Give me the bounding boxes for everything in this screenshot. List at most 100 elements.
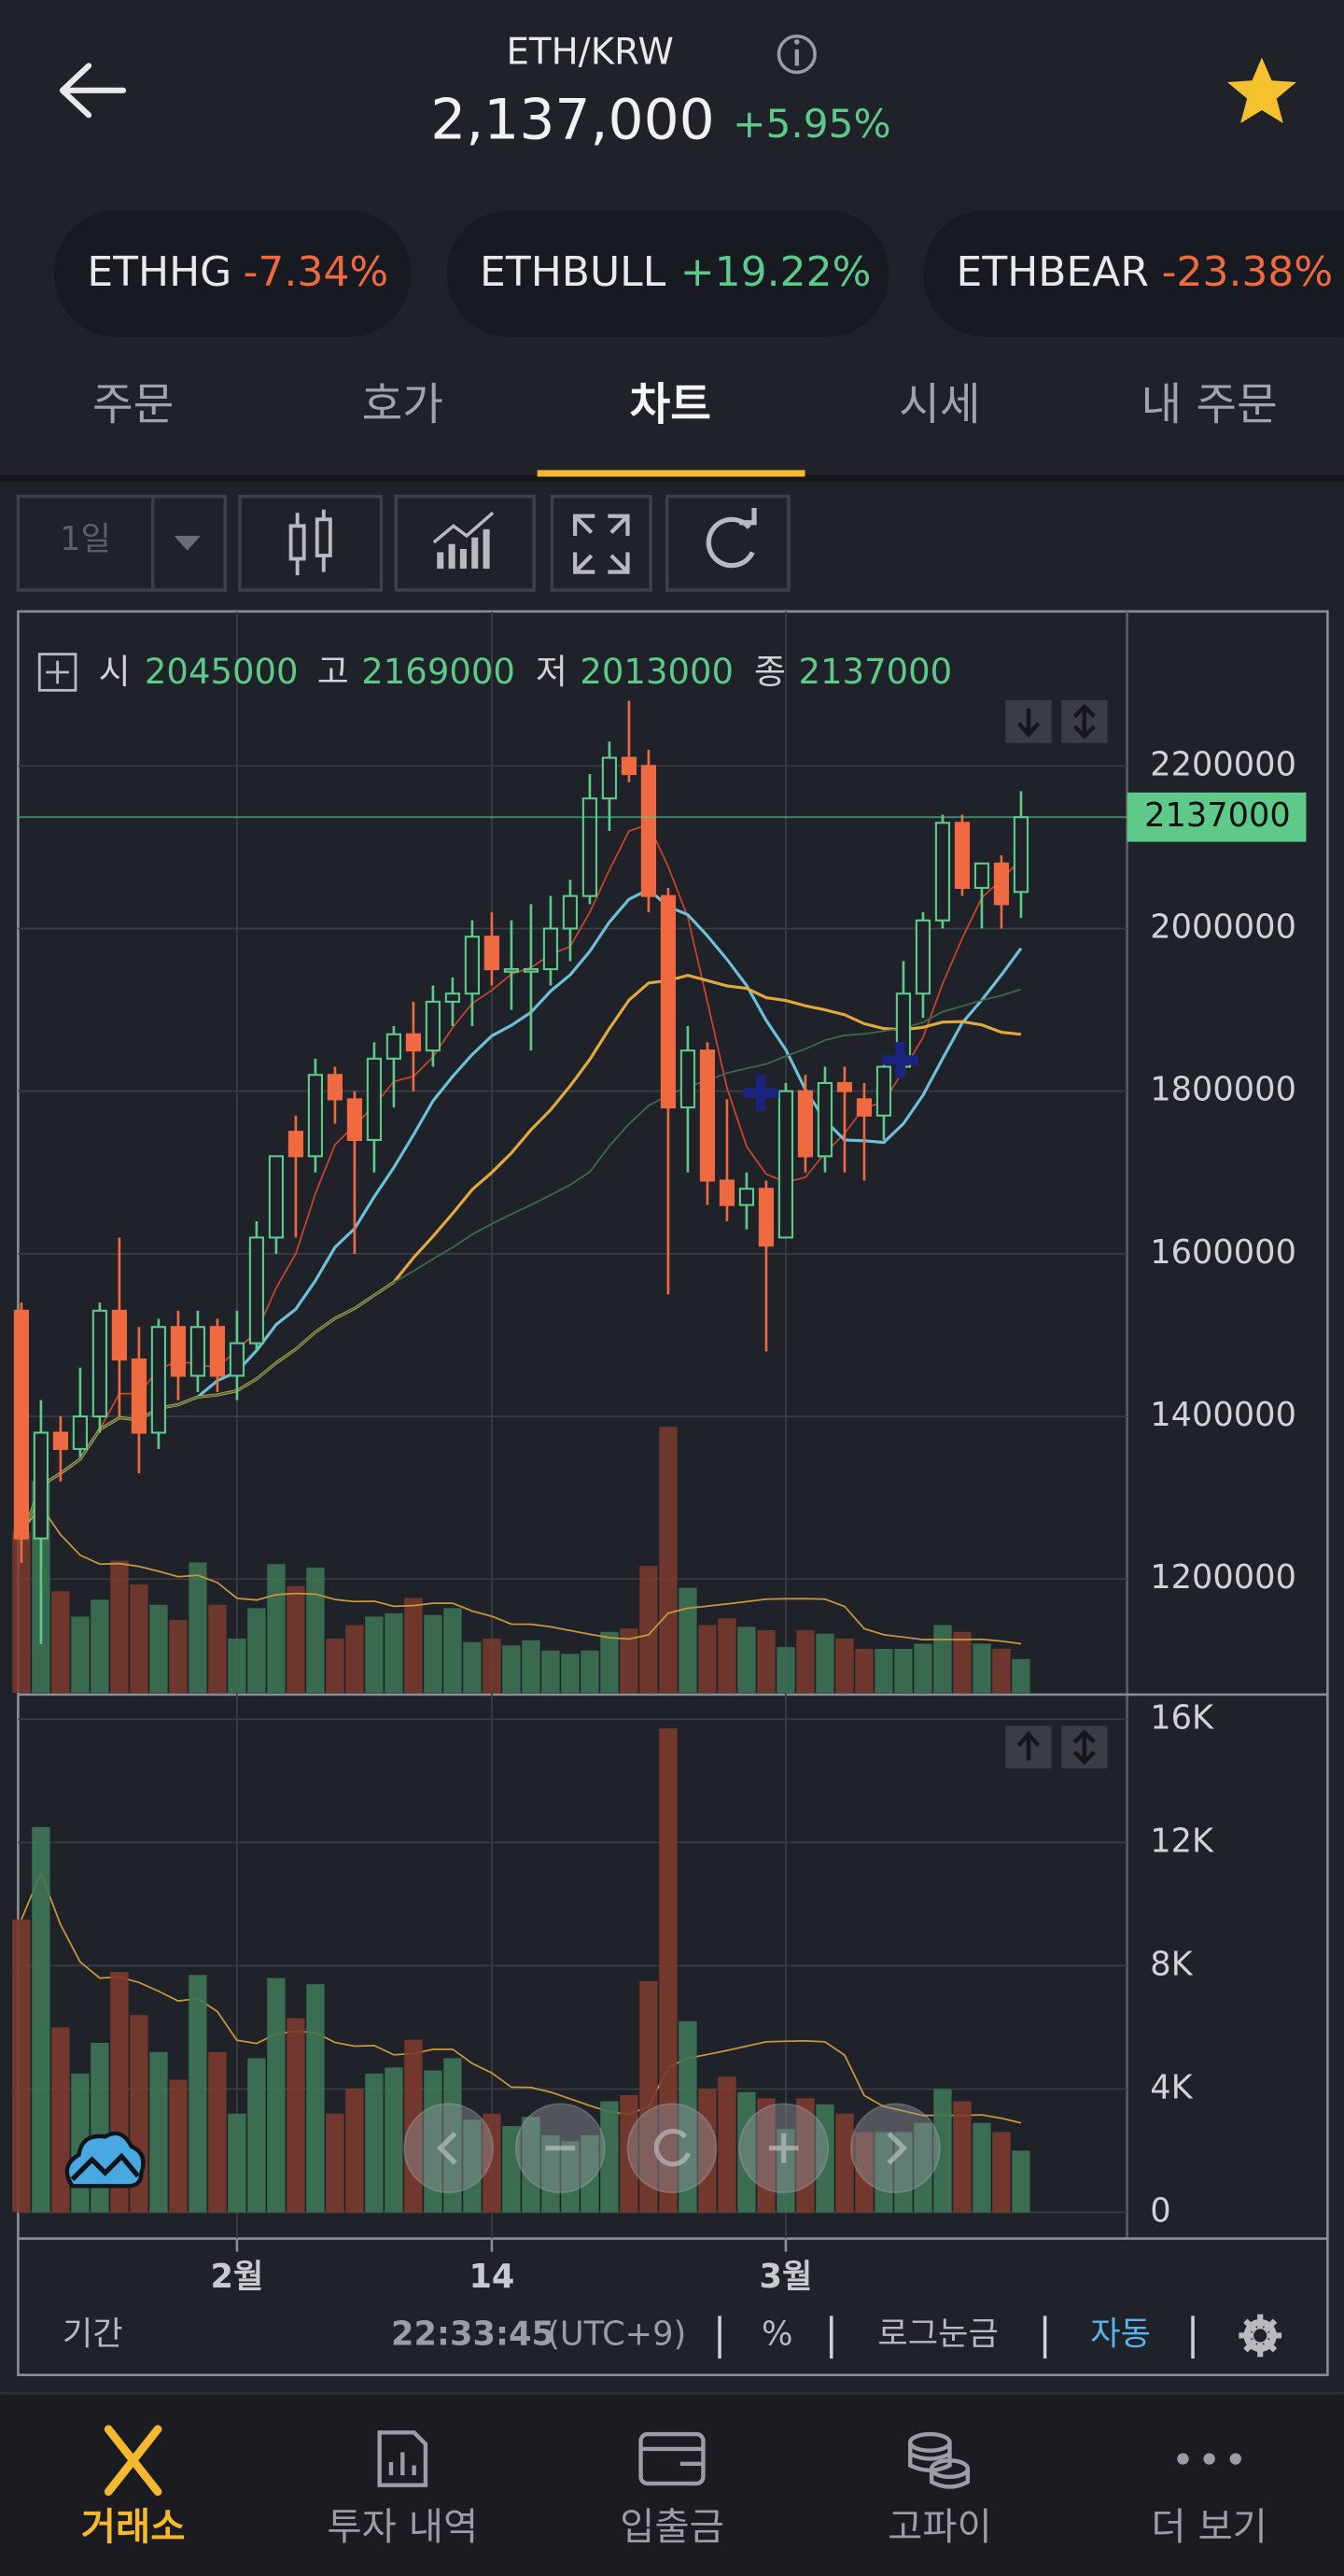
back-button[interactable] — [59, 63, 127, 119]
volume-overlay-bar — [502, 1645, 521, 1694]
volume-bar — [12, 1919, 31, 2213]
candle-body — [248, 1236, 265, 1344]
zoom-controls[interactable] — [403, 2103, 941, 2194]
tab-divider — [0, 474, 1344, 482]
current-price-label: 2137000 — [1144, 796, 1291, 835]
legend-value: 2169000 — [361, 652, 515, 692]
legend-toggle[interactable] — [37, 653, 77, 692]
candle-body — [562, 894, 579, 930]
clock: 22:33:45 — [391, 2315, 554, 2353]
auto-toggle[interactable]: 자동 — [1090, 2315, 1151, 2353]
fullscreen-button[interactable] — [550, 494, 652, 592]
candle-body — [327, 1074, 343, 1101]
y-tick-label: 2000000 — [1150, 908, 1296, 947]
volume-overlay-bar — [443, 1608, 462, 1694]
volume-overlay-bar — [110, 1560, 129, 1694]
volume-overlay-bar — [483, 1639, 501, 1694]
chip-name: ETHBEAR — [957, 248, 1149, 296]
y-tick-label: 2200000 — [1150, 745, 1296, 783]
volume-bar — [855, 2132, 874, 2213]
axes: 1200000 1400000 1600000 1800000 2000000 22000… — [18, 745, 1307, 2296]
volume-overlay-bar — [130, 1584, 148, 1694]
nav-label[interactable]: 고파이 — [888, 2504, 992, 2549]
current-price: 2,137,000 — [430, 88, 715, 153]
volume-overlay-bar — [169, 1620, 188, 1694]
volume-overlay-bar — [287, 1585, 305, 1694]
period-label[interactable]: 기간 — [63, 2315, 123, 2353]
interval-select[interactable] — [16, 494, 227, 592]
candle-body — [33, 1431, 49, 1540]
info-icon[interactable] — [777, 34, 817, 75]
nav-icon — [638, 2431, 706, 2486]
volume-bar — [659, 1728, 678, 2213]
moving-average — [21, 988, 1022, 1539]
volume-tick-label: 0 — [1150, 2191, 1170, 2230]
volume-bar — [51, 2027, 70, 2213]
volume-average — [21, 1871, 1022, 2124]
volume-overlay-bar — [424, 1614, 442, 1694]
volume-overlay-bar — [208, 1604, 227, 1694]
volume-bar — [718, 2076, 736, 2213]
candle-body — [640, 765, 657, 897]
candle-body — [405, 1033, 422, 1052]
percent-toggle[interactable]: % — [762, 2315, 792, 2353]
related-chip[interactable] — [446, 210, 889, 337]
tab[interactable]: 주문 — [92, 380, 174, 431]
cloud-icon[interactable] — [64, 2131, 146, 2189]
candles — [13, 700, 1029, 1644]
candle-body — [307, 1074, 324, 1158]
volume-bar — [404, 2039, 423, 2213]
legend-value: 2045000 — [145, 652, 299, 692]
pair-name: ETH/KRW — [506, 32, 673, 74]
tab[interactable]: 호가 — [362, 380, 443, 431]
volume-panel — [12, 1728, 1030, 2213]
related-chip[interactable] — [923, 210, 1344, 337]
volume-overlay-bar — [933, 1625, 952, 1694]
price-change: +5.95% — [733, 101, 891, 147]
tab[interactable]: 시세 — [899, 380, 980, 431]
candle-body — [621, 756, 637, 776]
x-tick-label: 14 — [469, 2258, 514, 2296]
candle-body — [758, 1188, 775, 1247]
nav-label[interactable]: 투자 내역 — [327, 2504, 478, 2549]
volume-bar — [306, 1984, 325, 2213]
timezone: (UTC+9) — [547, 2315, 686, 2353]
log-scale-toggle[interactable]: 로그눈금 — [877, 2315, 998, 2353]
candle-body — [679, 1049, 696, 1109]
moving-averages — [20, 823, 1023, 2124]
volume-overlay-bar — [659, 1427, 678, 1694]
candle-body — [1013, 816, 1029, 894]
tab[interactable]: 내 주문 — [1141, 380, 1278, 431]
candle-body — [660, 894, 677, 1109]
tab-active[interactable]: 차트 — [630, 380, 711, 431]
candle-body — [385, 1033, 402, 1060]
indicator-button[interactable] — [394, 494, 536, 592]
volume-overlay-average — [21, 1504, 1022, 1645]
panel-buttons[interactable] — [1005, 1725, 1108, 1769]
volume-overlay-bar — [385, 1612, 403, 1694]
volume-bar — [228, 2113, 246, 2213]
chart-type-button[interactable] — [238, 494, 384, 592]
y-tick-label: 1200000 — [1150, 1558, 1296, 1597]
nav-label-active[interactable]: 거래소 — [81, 2504, 186, 2549]
indicator-icon — [432, 511, 495, 570]
nav-label[interactable]: 입출금 — [620, 2504, 724, 2549]
nav-icon — [908, 2431, 971, 2489]
volume-bar — [953, 2101, 972, 2213]
volume-overlay-bar — [894, 1648, 913, 1694]
volume-bar — [208, 2051, 227, 2213]
volume-bar — [365, 2073, 384, 2213]
volume-overlay-bar — [463, 1641, 482, 1694]
legend-label: 종 — [754, 652, 786, 692]
related-chip[interactable] — [54, 210, 412, 337]
candle-body — [464, 936, 481, 995]
refresh-button[interactable] — [665, 494, 791, 592]
panel-buttons[interactable] — [1005, 699, 1108, 743]
volume-overlay-bar — [973, 1643, 991, 1694]
settings-icon[interactable] — [1239, 2314, 1282, 2358]
candle-body — [954, 822, 971, 890]
volume-bar — [875, 2132, 893, 2213]
candle-body — [425, 1000, 441, 1052]
nav-label[interactable]: 더 보기 — [1151, 2504, 1267, 2549]
favorite-star[interactable] — [1226, 57, 1296, 124]
